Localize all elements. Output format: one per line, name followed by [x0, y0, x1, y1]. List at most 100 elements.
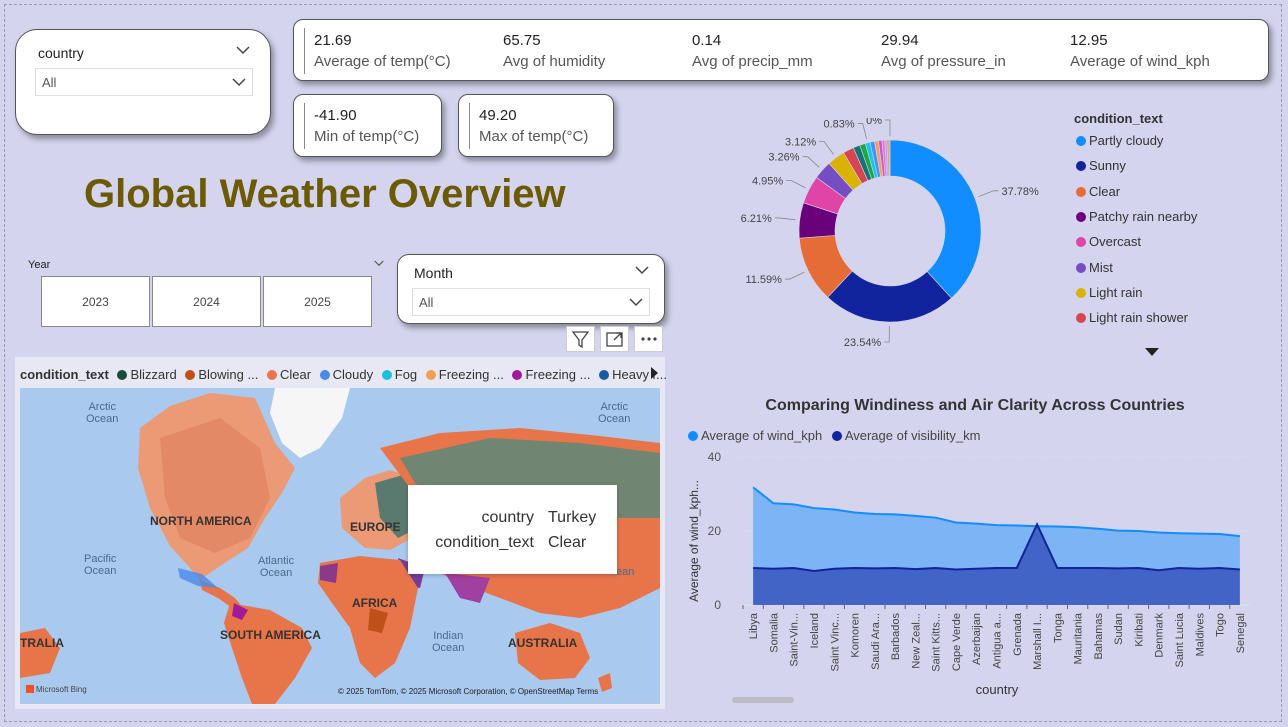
month-dropdown-value: All — [419, 295, 434, 310]
donut-slice[interactable] — [889, 139, 982, 299]
x-tick-label: Grenada — [1012, 612, 1024, 656]
donut-data-label: 37.78% — [1001, 186, 1039, 198]
kpi-value: -41.90 — [314, 107, 357, 124]
kpi-max-temp: 49.20 Max of temp(°C) — [479, 107, 588, 145]
legend-dot-icon — [1076, 287, 1086, 298]
donut-chart[interactable]: 37.78% 23.54% 11.59% 6.21% 4.95% 3.26% 3.12% 0.… — [730, 118, 1070, 348]
chevron-down-icon[interactable] — [236, 46, 250, 55]
map-legend-title: condition_text — [20, 367, 109, 382]
month-dropdown[interactable]: All — [412, 288, 650, 316]
donut-label-leader — [978, 190, 999, 197]
year-option-2024[interactable]: 2024 — [152, 276, 261, 327]
donut-data-label: 6.21% — [741, 213, 772, 225]
kpi-avg-humidity: 65.75 Avg of humidity — [503, 32, 605, 70]
map-continent-label: SOUTH AMERICA — [220, 628, 321, 642]
tooltip-value: Turkey — [548, 509, 597, 526]
donut-legend-item[interactable]: Patchy rain nearby — [1076, 209, 1197, 224]
year-slicer-title: Year — [28, 259, 51, 271]
x-tick-label: Denmark — [1154, 613, 1166, 658]
filter-icon[interactable] — [566, 326, 595, 352]
kpi-divider — [304, 28, 305, 74]
area-chart[interactable]: 0 20 40 Libya Somalia Saint-Vin... Iceland Sain… — [680, 445, 1270, 707]
kpi-avg-pressure: 29.94 Avg of pressure_in — [881, 32, 1006, 70]
kpi-max-temp-card: 49.20 Max of temp(°C) — [458, 94, 614, 157]
donut-legend-item[interactable]: Sunny — [1076, 158, 1126, 173]
donut-legend-item[interactable]: Light rain — [1076, 285, 1142, 300]
legend-item[interactable]: Average of wind_kph — [688, 428, 822, 443]
donut-data-label: 23.54% — [844, 337, 882, 348]
map-legend-label: Blowing ... — [198, 367, 259, 382]
kpi-avg-temp: 21.69 Average of temp(°C) — [314, 32, 451, 70]
map-land — [20, 388, 660, 704]
legend-next-icon[interactable] — [649, 366, 659, 380]
more-options-icon[interactable] — [634, 326, 663, 352]
area-chart-legend: Average of wind_kph Average of visibilit… — [688, 428, 980, 443]
x-tick-label: New Zeal... — [910, 613, 922, 669]
x-tick-label: Maldives — [1194, 613, 1206, 657]
donut-legend-item[interactable]: Mist — [1076, 260, 1113, 275]
map-legend-label: Cloudy — [332, 367, 374, 382]
x-tick-label: Barbados — [890, 613, 902, 661]
donut-legend-label: Light rain — [1089, 284, 1143, 300]
kpi-strip: 21.69 Average of temp(°C) 65.75 Avg of hum… — [293, 19, 1269, 81]
focus-mode-icon[interactable] — [600, 326, 629, 352]
year-option-2023[interactable]: 2023 — [41, 276, 150, 327]
chevron-down-icon — [232, 78, 246, 87]
year-option-2025[interactable]: 2025 — [263, 276, 372, 327]
legend-item[interactable]: Average of visibility_km — [831, 428, 980, 443]
month-slicer-title: Month — [414, 265, 453, 281]
legend-scroll-down-icon[interactable] — [1144, 347, 1160, 357]
map-canvas[interactable]: Arctic Ocean Arctic Ocean Pacific Ocean … — [20, 388, 660, 704]
map-legend-item[interactable]: Clear — [266, 367, 311, 382]
donut-legend-item[interactable]: Partly cloudy — [1076, 133, 1163, 148]
chevron-down-icon[interactable] — [635, 266, 649, 275]
map-legend-item[interactable]: Blizzard — [117, 367, 177, 382]
kpi-value: 65.75 — [503, 32, 541, 49]
legend-dot-icon — [599, 370, 610, 380]
donut-legend-label: Partly cloudy — [1089, 133, 1164, 148]
legend-dot-icon — [1076, 313, 1086, 324]
donut-label-leader — [884, 325, 890, 343]
x-tick-label: Antigua a... — [992, 613, 1004, 669]
map-attribution[interactable]: © 2025 TomTom, © 2025 Microsoft Corporat… — [338, 687, 599, 696]
tooltip-key: country — [481, 509, 534, 526]
legend-dot-icon — [117, 370, 128, 380]
area-series-line[interactable] — [752, 486, 1240, 538]
map-ocean-label: Atlantic Ocean — [258, 555, 295, 579]
month-slicer[interactable]: Month All — [397, 254, 665, 324]
donut-slice[interactable] — [827, 270, 952, 323]
map-ocean-label: Indian Ocean — [432, 630, 465, 654]
map-legend-item[interactable]: Freezing ... — [512, 367, 590, 382]
donut-legend-item[interactable]: Clear — [1076, 184, 1120, 199]
donut-legend-item[interactable]: Overcast — [1076, 234, 1141, 249]
y-tick-label: 0 — [714, 598, 721, 612]
map-legend-item[interactable]: Fog — [381, 367, 417, 382]
map-ocean-label: Pacific Ocean — [84, 553, 117, 577]
country-dropdown[interactable]: All — [35, 68, 253, 96]
chevron-down-icon[interactable] — [374, 260, 384, 267]
map-legend-item[interactable]: Freezing ... — [425, 367, 504, 382]
map-tooltip: country Turkey condition_text Clear — [408, 485, 617, 574]
map-continent-label: TRALIA — [20, 636, 64, 650]
kpi-value: 12.95 — [1070, 32, 1108, 49]
donut-slice[interactable] — [888, 139, 891, 177]
donut-label-leader — [784, 271, 805, 280]
map-legend-label: Freezing ... — [525, 367, 591, 382]
map-legend-item[interactable]: Blowing ... — [185, 367, 258, 382]
donut-label-leader — [786, 180, 806, 189]
map-legend-item[interactable]: Cloudy — [319, 367, 374, 382]
horizontal-scrollbar[interactable] — [732, 697, 794, 703]
donut-legend-item[interactable]: Light rain shower — [1076, 310, 1188, 325]
x-tick-label: Saint Kitts... — [931, 613, 943, 672]
country-slicer[interactable]: country All — [15, 29, 271, 135]
map-ocean-label: Arctic Ocean — [598, 401, 631, 425]
donut-data-label: 0% — [866, 118, 882, 127]
tooltip-value: Clear — [548, 534, 587, 551]
area-series-line[interactable] — [753, 521, 1240, 572]
donut-data-label: 0.83% — [823, 118, 854, 130]
y-tick-label: 40 — [708, 450, 722, 464]
map-legend-label: Freezing ... — [438, 367, 504, 382]
report-canvas — [4, 4, 1282, 722]
legend-dot-icon — [1076, 161, 1086, 172]
area-series-fill[interactable] — [753, 524, 1240, 605]
